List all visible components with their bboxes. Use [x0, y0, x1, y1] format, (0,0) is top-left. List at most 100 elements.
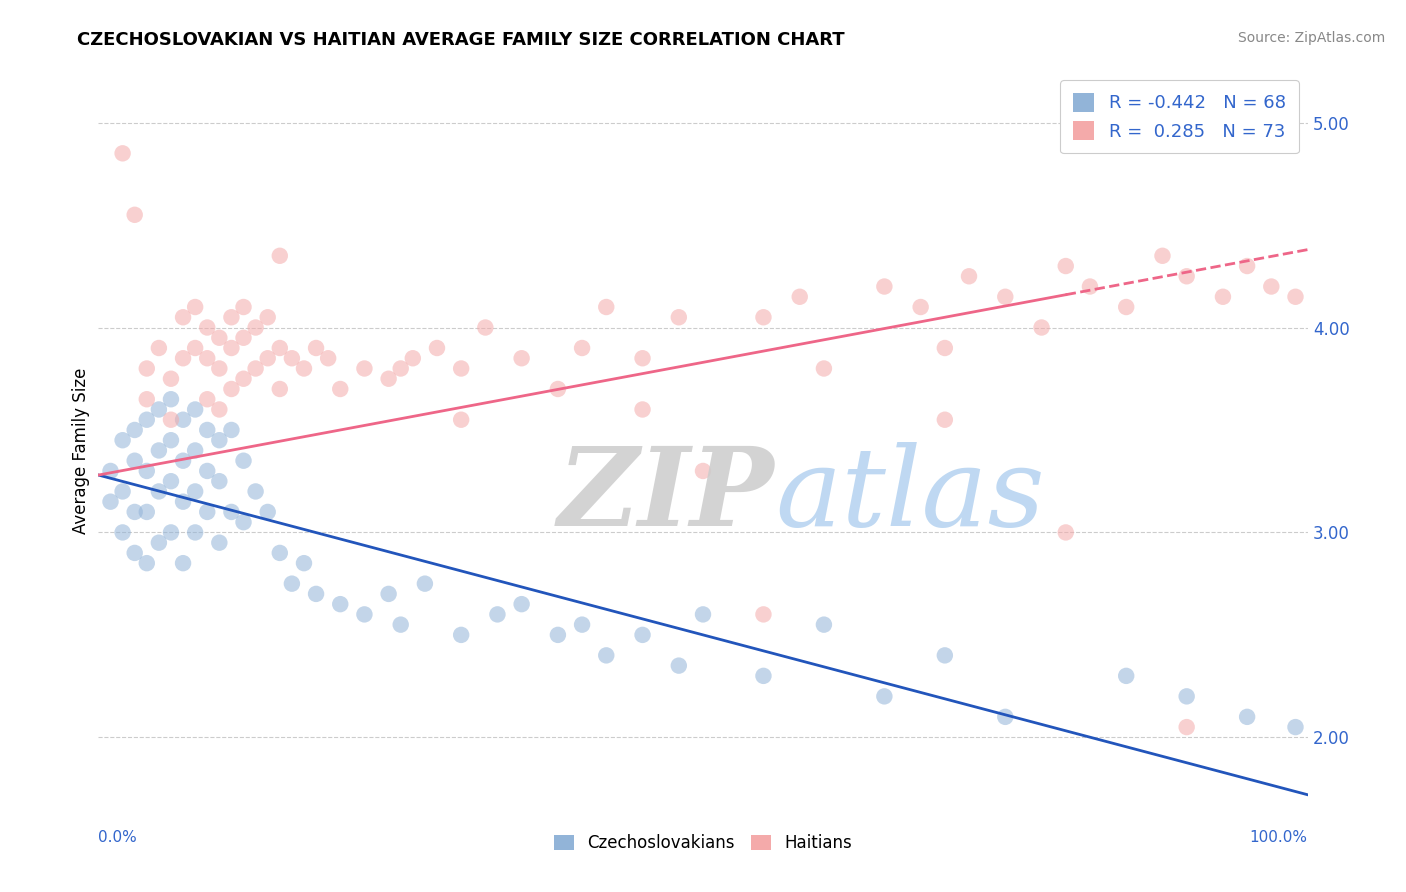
- Point: [353, 607, 375, 622]
- Point: [221, 382, 243, 396]
- Point: [813, 617, 835, 632]
- Point: [172, 453, 194, 467]
- Point: [269, 249, 291, 263]
- Point: [547, 628, 569, 642]
- Point: [1054, 259, 1077, 273]
- Point: [413, 576, 436, 591]
- Point: [292, 556, 315, 570]
- Point: [232, 453, 254, 467]
- Point: [389, 617, 412, 632]
- Point: [571, 617, 593, 632]
- Point: [208, 361, 231, 376]
- Point: [124, 546, 146, 560]
- Point: [184, 443, 207, 458]
- Point: [692, 607, 714, 622]
- Point: [221, 423, 243, 437]
- Point: [221, 310, 243, 325]
- Point: [232, 331, 254, 345]
- Point: [195, 392, 218, 407]
- Point: [752, 310, 775, 325]
- Point: [1152, 249, 1174, 263]
- Point: [1115, 300, 1137, 314]
- Point: [1212, 290, 1234, 304]
- Point: [148, 535, 170, 549]
- Point: [269, 341, 291, 355]
- Point: [329, 382, 352, 396]
- Point: [221, 341, 243, 355]
- Point: [135, 392, 157, 407]
- Point: [1054, 525, 1077, 540]
- Y-axis label: Average Family Size: Average Family Size: [72, 368, 90, 533]
- Text: atlas: atlas: [776, 442, 1045, 549]
- Point: [813, 361, 835, 376]
- Point: [873, 279, 896, 293]
- Point: [752, 607, 775, 622]
- Point: [389, 361, 412, 376]
- Point: [172, 351, 194, 366]
- Point: [100, 494, 122, 508]
- Point: [111, 434, 134, 448]
- Point: [148, 402, 170, 417]
- Point: [292, 361, 315, 376]
- Point: [631, 351, 654, 366]
- Point: [256, 351, 278, 366]
- Point: [668, 658, 690, 673]
- Point: [256, 310, 278, 325]
- Point: [148, 341, 170, 355]
- Point: [184, 484, 207, 499]
- Point: [135, 464, 157, 478]
- Point: [221, 505, 243, 519]
- Point: [994, 710, 1017, 724]
- Point: [934, 648, 956, 663]
- Point: [450, 628, 472, 642]
- Point: [184, 525, 207, 540]
- Point: [208, 434, 231, 448]
- Point: [1078, 279, 1101, 293]
- Text: 100.0%: 100.0%: [1250, 830, 1308, 845]
- Point: [957, 269, 980, 284]
- Point: [1236, 710, 1258, 724]
- Point: [111, 146, 134, 161]
- Point: [245, 361, 267, 376]
- Legend: Czechoslovakians, Haitians: Czechoslovakians, Haitians: [547, 828, 859, 859]
- Point: [184, 402, 207, 417]
- Point: [426, 341, 449, 355]
- Point: [148, 443, 170, 458]
- Point: [124, 423, 146, 437]
- Point: [377, 372, 399, 386]
- Point: [571, 341, 593, 355]
- Point: [184, 300, 207, 314]
- Point: [789, 290, 811, 304]
- Point: [208, 331, 231, 345]
- Point: [135, 505, 157, 519]
- Point: [160, 434, 183, 448]
- Text: Source: ZipAtlas.com: Source: ZipAtlas.com: [1237, 31, 1385, 45]
- Point: [329, 597, 352, 611]
- Point: [316, 351, 339, 366]
- Point: [195, 464, 218, 478]
- Point: [195, 351, 218, 366]
- Point: [232, 372, 254, 386]
- Point: [160, 525, 183, 540]
- Point: [111, 525, 134, 540]
- Point: [486, 607, 509, 622]
- Point: [547, 382, 569, 396]
- Point: [160, 413, 183, 427]
- Point: [160, 474, 183, 488]
- Point: [172, 494, 194, 508]
- Text: 0.0%: 0.0%: [98, 830, 138, 845]
- Point: [994, 290, 1017, 304]
- Point: [232, 300, 254, 314]
- Point: [245, 320, 267, 334]
- Point: [450, 361, 472, 376]
- Point: [160, 392, 183, 407]
- Point: [305, 587, 328, 601]
- Point: [692, 464, 714, 478]
- Point: [124, 453, 146, 467]
- Point: [195, 505, 218, 519]
- Point: [148, 484, 170, 499]
- Text: ZIP: ZIP: [558, 442, 775, 549]
- Point: [281, 576, 304, 591]
- Point: [208, 535, 231, 549]
- Point: [1031, 320, 1053, 334]
